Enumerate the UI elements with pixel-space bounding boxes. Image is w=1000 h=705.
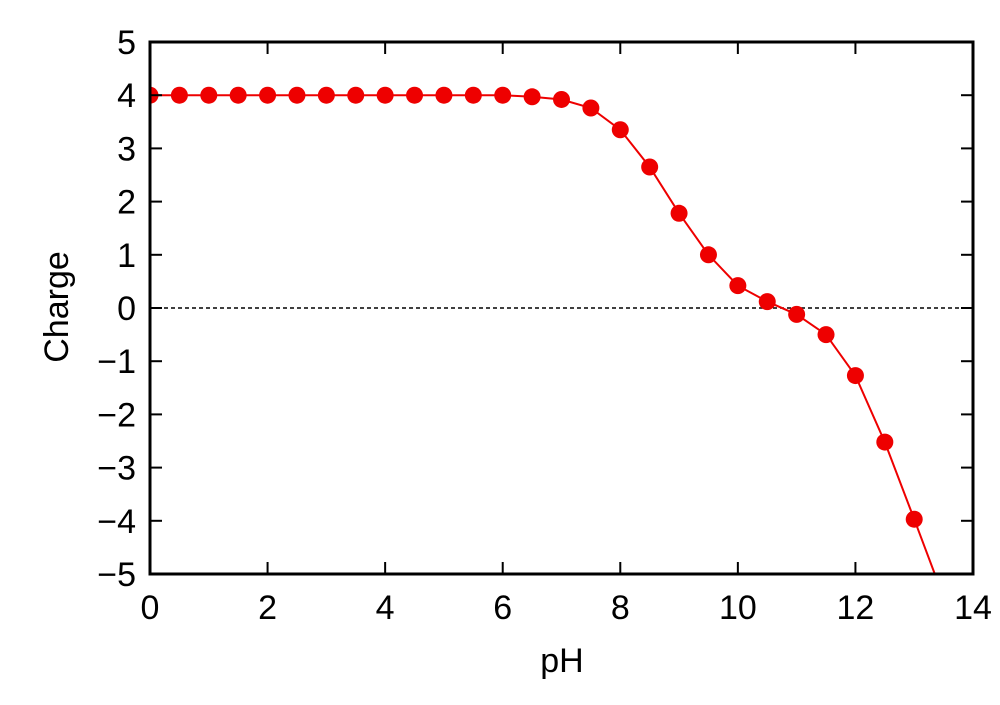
x-tick-label: 8 <box>611 589 630 627</box>
y-tick-label: 4 <box>117 77 136 115</box>
x-tick-label: 12 <box>837 589 875 627</box>
data-point <box>846 367 864 385</box>
data-point <box>905 510 923 528</box>
y-tick-label: −3 <box>97 450 136 488</box>
y-tick-label: 1 <box>117 237 136 275</box>
y-tick-label: 2 <box>117 184 136 222</box>
series-line <box>150 94 936 574</box>
y-tick-label: −5 <box>97 556 136 594</box>
data-point <box>435 86 453 104</box>
data-point <box>758 293 776 311</box>
data-point <box>582 99 600 117</box>
y-tick-label: 0 <box>117 290 136 328</box>
data-point <box>288 86 306 104</box>
data-point <box>641 158 659 176</box>
data-point <box>817 326 835 344</box>
data-point <box>376 86 394 104</box>
data-point <box>229 86 247 104</box>
data-point <box>699 246 717 264</box>
x-axis-title: pH <box>540 642 583 680</box>
data-point <box>347 86 365 104</box>
data-point <box>170 86 188 104</box>
data-point <box>876 433 894 451</box>
y-tick-label: −1 <box>97 343 136 381</box>
data-point <box>670 204 688 222</box>
plot-frame <box>148 40 975 576</box>
x-tick-label: 6 <box>493 589 512 627</box>
y-tick-label: −4 <box>97 503 136 541</box>
y-axis-title: Charge <box>38 251 76 363</box>
x-tick-label: 0 <box>141 589 160 627</box>
plot-layer <box>150 86 973 574</box>
x-tick-label: 4 <box>376 589 395 627</box>
data-point <box>200 86 218 104</box>
x-tick-label: 14 <box>954 589 992 627</box>
data-point <box>494 86 512 104</box>
data-point <box>523 88 541 106</box>
data-point <box>553 90 570 108</box>
data-point <box>464 86 482 104</box>
data-point <box>729 277 747 295</box>
y-tick-label: 3 <box>117 130 136 168</box>
data-point <box>611 121 629 139</box>
y-tick-label: 5 <box>117 24 136 62</box>
x-tick-label: 10 <box>719 589 757 627</box>
data-point <box>259 86 277 104</box>
y-tick-label: −2 <box>97 396 136 434</box>
data-point <box>406 86 424 104</box>
series-group <box>150 86 936 574</box>
data-point <box>788 305 806 323</box>
data-point <box>317 86 335 104</box>
x-tick-label: 2 <box>258 589 277 627</box>
